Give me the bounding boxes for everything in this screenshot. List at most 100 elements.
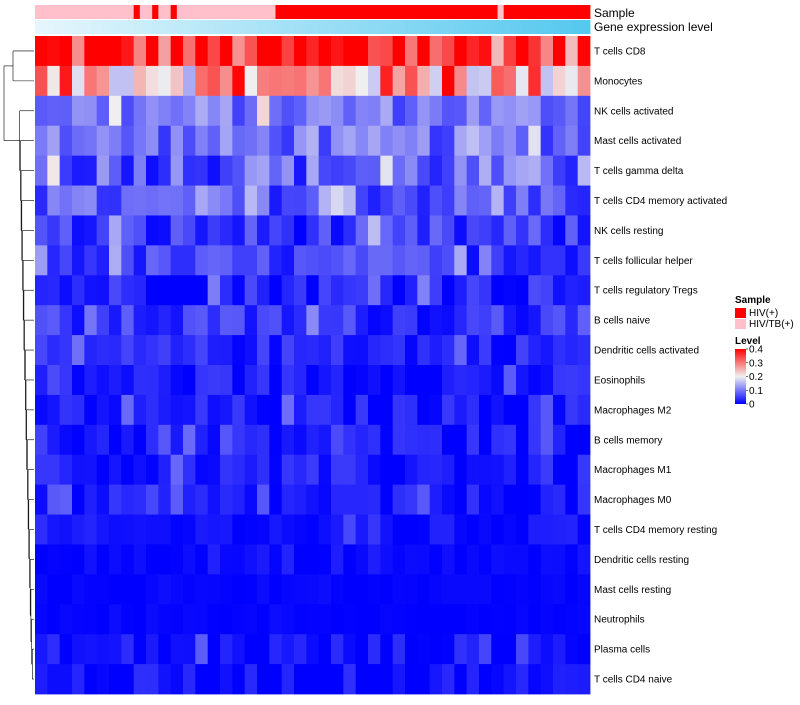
heatmap-cell — [213, 664, 221, 695]
expression-annotation-cell — [368, 20, 375, 34]
heatmap-cell — [41, 544, 48, 575]
heatmap-cell — [121, 215, 128, 246]
heatmap-cell — [275, 424, 283, 456]
heatmap-cell — [90, 514, 98, 545]
heatmap-cell — [176, 95, 184, 127]
heatmap-cell — [522, 155, 529, 186]
heatmap-cell — [158, 514, 165, 545]
sample-annotation-cell — [429, 5, 437, 19]
heatmap-cell — [497, 484, 505, 515]
heatmap-cell — [374, 275, 381, 306]
heatmap-cell — [207, 604, 215, 635]
heatmap-cell — [565, 604, 572, 635]
heatmap-cell — [312, 664, 320, 695]
heatmap-cell — [109, 155, 116, 186]
heatmap-cell — [281, 424, 289, 456]
heatmap-cell — [72, 664, 79, 695]
heatmap-cell — [509, 365, 517, 396]
heatmap-cell — [435, 125, 443, 157]
heatmap-cell — [405, 245, 412, 276]
heatmap-cell — [442, 185, 449, 216]
heatmap-cell — [405, 95, 412, 127]
sample-annotation-cell — [503, 5, 511, 19]
heatmap-cell — [349, 604, 357, 635]
expression-annotation-cell — [472, 20, 480, 34]
heatmap-cell — [72, 275, 79, 306]
heatmap-cell — [269, 245, 276, 276]
heatmap-cell — [183, 454, 190, 486]
heatmap-cell — [312, 574, 320, 605]
heatmap-cell — [540, 574, 548, 605]
heatmap-cell — [392, 544, 400, 575]
heatmap-cell — [287, 245, 295, 276]
heatmap-cell — [158, 65, 165, 97]
heatmap-cell — [207, 365, 215, 396]
expression-annotation-cell — [238, 20, 246, 34]
heatmap-cell — [294, 305, 301, 336]
heatmap-cell — [226, 394, 233, 426]
heatmap-cell — [287, 65, 295, 97]
heatmap-cell — [411, 36, 418, 67]
sample-annotation-cell — [324, 5, 332, 19]
heatmap-cell — [306, 215, 313, 246]
heatmap-cell — [337, 185, 344, 216]
heatmap-cell — [312, 484, 320, 515]
heatmap-cell — [337, 634, 344, 665]
heatmap-cell — [121, 65, 128, 97]
expression-annotation-cell — [164, 20, 172, 34]
heatmap-cell — [479, 36, 486, 67]
heatmap-cell — [466, 335, 474, 366]
heatmap-cell — [53, 574, 61, 605]
heatmap-cell — [534, 125, 542, 157]
heatmap-cell — [318, 574, 326, 605]
heatmap-cell — [146, 125, 153, 157]
heatmap-cell — [96, 574, 104, 605]
heatmap-cell — [355, 484, 363, 515]
heatmap-cell — [565, 365, 572, 396]
heatmap-cell — [232, 664, 239, 695]
heatmap-cell — [306, 305, 313, 336]
heatmap-cell — [583, 125, 591, 157]
row-label: T cells CD4 memory activated — [594, 196, 727, 207]
sample-annotation-cell — [238, 5, 246, 19]
heatmap-cell — [207, 574, 215, 605]
heatmap-cell — [361, 574, 369, 605]
heatmap-cell — [213, 305, 221, 336]
heatmap-cell — [343, 36, 350, 67]
heatmap-cell — [176, 245, 184, 276]
heatmap-cell — [41, 484, 48, 515]
heatmap-cell — [361, 424, 369, 456]
heatmap-cell — [59, 65, 67, 97]
heatmap-cell — [146, 155, 153, 186]
heatmap-cell — [355, 574, 363, 605]
heatmap-cell — [429, 454, 437, 486]
heatmap-cell — [263, 484, 270, 515]
heatmap-cell — [429, 305, 437, 336]
heatmap-cell — [337, 604, 344, 635]
heatmap-cell — [559, 454, 566, 486]
heatmap-cell — [176, 155, 184, 186]
expression-annotation-cell — [300, 20, 307, 34]
heatmap-cell — [300, 125, 307, 157]
heatmap-cell — [207, 634, 215, 665]
heatmap-cell — [386, 484, 394, 515]
heatmap-cell — [472, 604, 480, 635]
heatmap-cell — [115, 335, 122, 366]
heatmap-cell — [189, 275, 196, 306]
expression-annotation-cell — [226, 20, 233, 34]
heatmap-cell — [472, 574, 480, 605]
heatmap-cell — [170, 36, 178, 67]
heatmap-cell — [355, 245, 363, 276]
heatmap-cell — [368, 574, 375, 605]
heatmap-cell — [164, 664, 172, 695]
heatmap-cell — [294, 95, 301, 127]
heatmap-cell — [565, 215, 572, 246]
heatmap-cell — [281, 365, 289, 396]
heatmap-cell — [275, 95, 283, 127]
heatmap-cell — [355, 365, 363, 396]
heatmap-cell — [146, 484, 153, 515]
heatmap-cell — [324, 185, 332, 216]
heatmap-cell — [152, 454, 159, 486]
heatmap-cell — [102, 335, 110, 366]
heatmap-cell — [479, 634, 486, 665]
